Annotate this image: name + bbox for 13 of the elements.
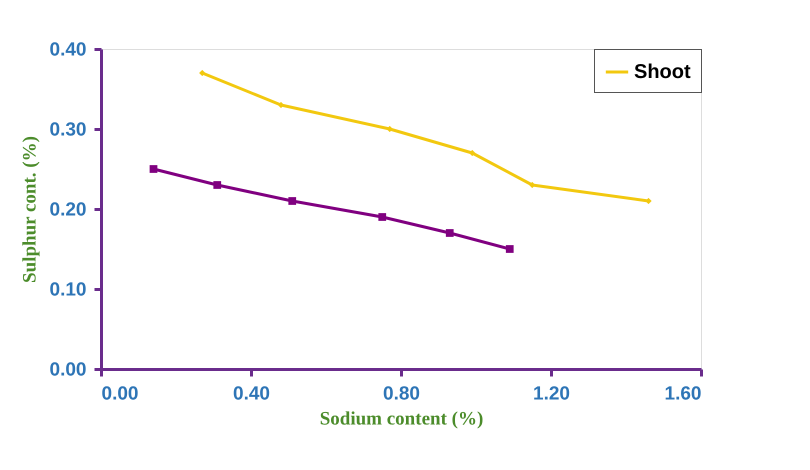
x-tick-label: 0.00: [102, 384, 138, 404]
x-tick-label: 1.60: [664, 384, 702, 404]
y-axis-title: Sulphur cont. (%): [20, 136, 41, 283]
y-tick-label: 0.10: [50, 280, 86, 300]
x-tick-label: 0.40: [233, 384, 270, 404]
y-tick-label: 0.30: [50, 120, 86, 140]
y-tick-label: 0.00: [50, 360, 86, 380]
x-tick-label: 0.80: [383, 384, 420, 404]
y-tick-label: 0.40: [50, 40, 86, 60]
legend-label: Shoot: [634, 61, 691, 83]
x-axis-title: Sodium content (%): [320, 408, 484, 430]
x-tick-label: 1.20: [533, 384, 570, 404]
y-tick-label: 0.20: [50, 200, 86, 220]
